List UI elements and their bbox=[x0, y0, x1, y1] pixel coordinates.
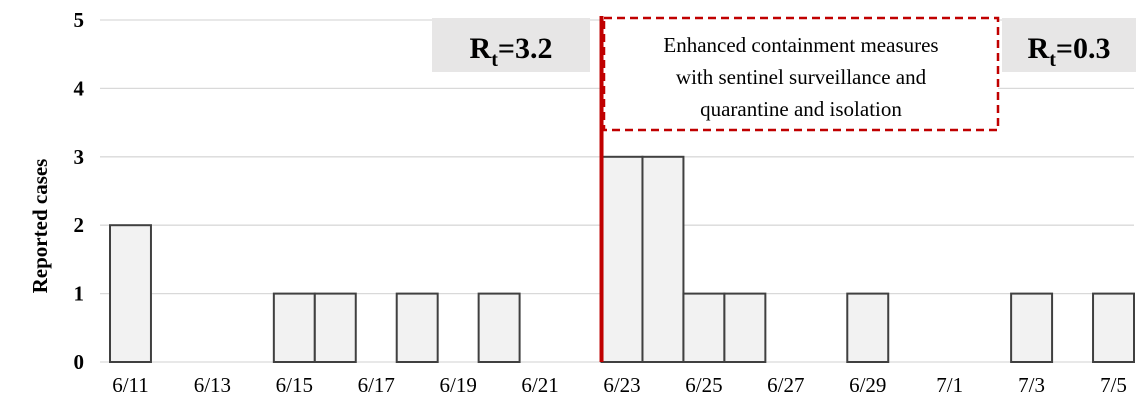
x-tick-label: 6/23 bbox=[603, 373, 640, 397]
rt-after-box bbox=[1002, 18, 1136, 72]
x-tick-label: 6/25 bbox=[685, 373, 722, 397]
y-tick-label: 5 bbox=[74, 8, 85, 32]
x-tick-label: 7/5 bbox=[1100, 373, 1127, 397]
bar bbox=[272, 292, 316, 364]
bars bbox=[109, 155, 1136, 364]
y-axis-title: Reported cases bbox=[28, 159, 52, 294]
bar bbox=[600, 155, 644, 363]
bar bbox=[395, 292, 439, 364]
y-tick-label: 2 bbox=[74, 213, 85, 237]
y-tick-labels: 0 1 2 3 4 5 bbox=[74, 8, 85, 374]
bar bbox=[1092, 292, 1136, 364]
rt-before-box bbox=[432, 18, 590, 72]
x-tick-label: 6/13 bbox=[194, 373, 231, 397]
x-tick-label: 6/17 bbox=[358, 373, 395, 397]
x-tick-label: 7/3 bbox=[1018, 373, 1045, 397]
containment-note-line-2: with sentinel surveillance and bbox=[676, 65, 927, 89]
bar bbox=[682, 292, 726, 364]
bar bbox=[109, 224, 152, 363]
x-tick-label: 7/1 bbox=[936, 373, 963, 397]
y-tick-label: 4 bbox=[74, 76, 85, 100]
x-tick-label: 6/29 bbox=[849, 373, 886, 397]
containment-note-line-1: Enhanced containment measures bbox=[663, 33, 938, 57]
rt-before-label: Rt=3.2 bbox=[470, 32, 553, 71]
containment-note-line-3: quarantine and isolation bbox=[700, 97, 902, 121]
bar bbox=[846, 292, 890, 364]
y-tick-label: 1 bbox=[74, 282, 85, 306]
containment-note-box bbox=[602, 16, 1000, 132]
bar bbox=[1010, 292, 1054, 364]
bar bbox=[641, 155, 685, 363]
x-tick-label: 6/15 bbox=[276, 373, 313, 397]
x-tick-labels: 6/11 6/13 6/15 6/17 6/19 6/21 6/23 6/25 6/27 6/29… bbox=[112, 373, 1127, 397]
y-tick-label: 3 bbox=[74, 145, 85, 169]
x-tick-label: 6/11 bbox=[112, 373, 149, 397]
x-tick-label: 6/19 bbox=[439, 373, 476, 397]
y-tick-label: 0 bbox=[74, 350, 85, 374]
x-tick-label: 6/27 bbox=[767, 373, 804, 397]
bar bbox=[723, 292, 767, 364]
x-tick-label: 6/21 bbox=[521, 373, 558, 397]
rt-after-label: Rt=0.3 bbox=[1028, 32, 1111, 71]
bar bbox=[313, 292, 357, 364]
bar bbox=[477, 292, 521, 364]
